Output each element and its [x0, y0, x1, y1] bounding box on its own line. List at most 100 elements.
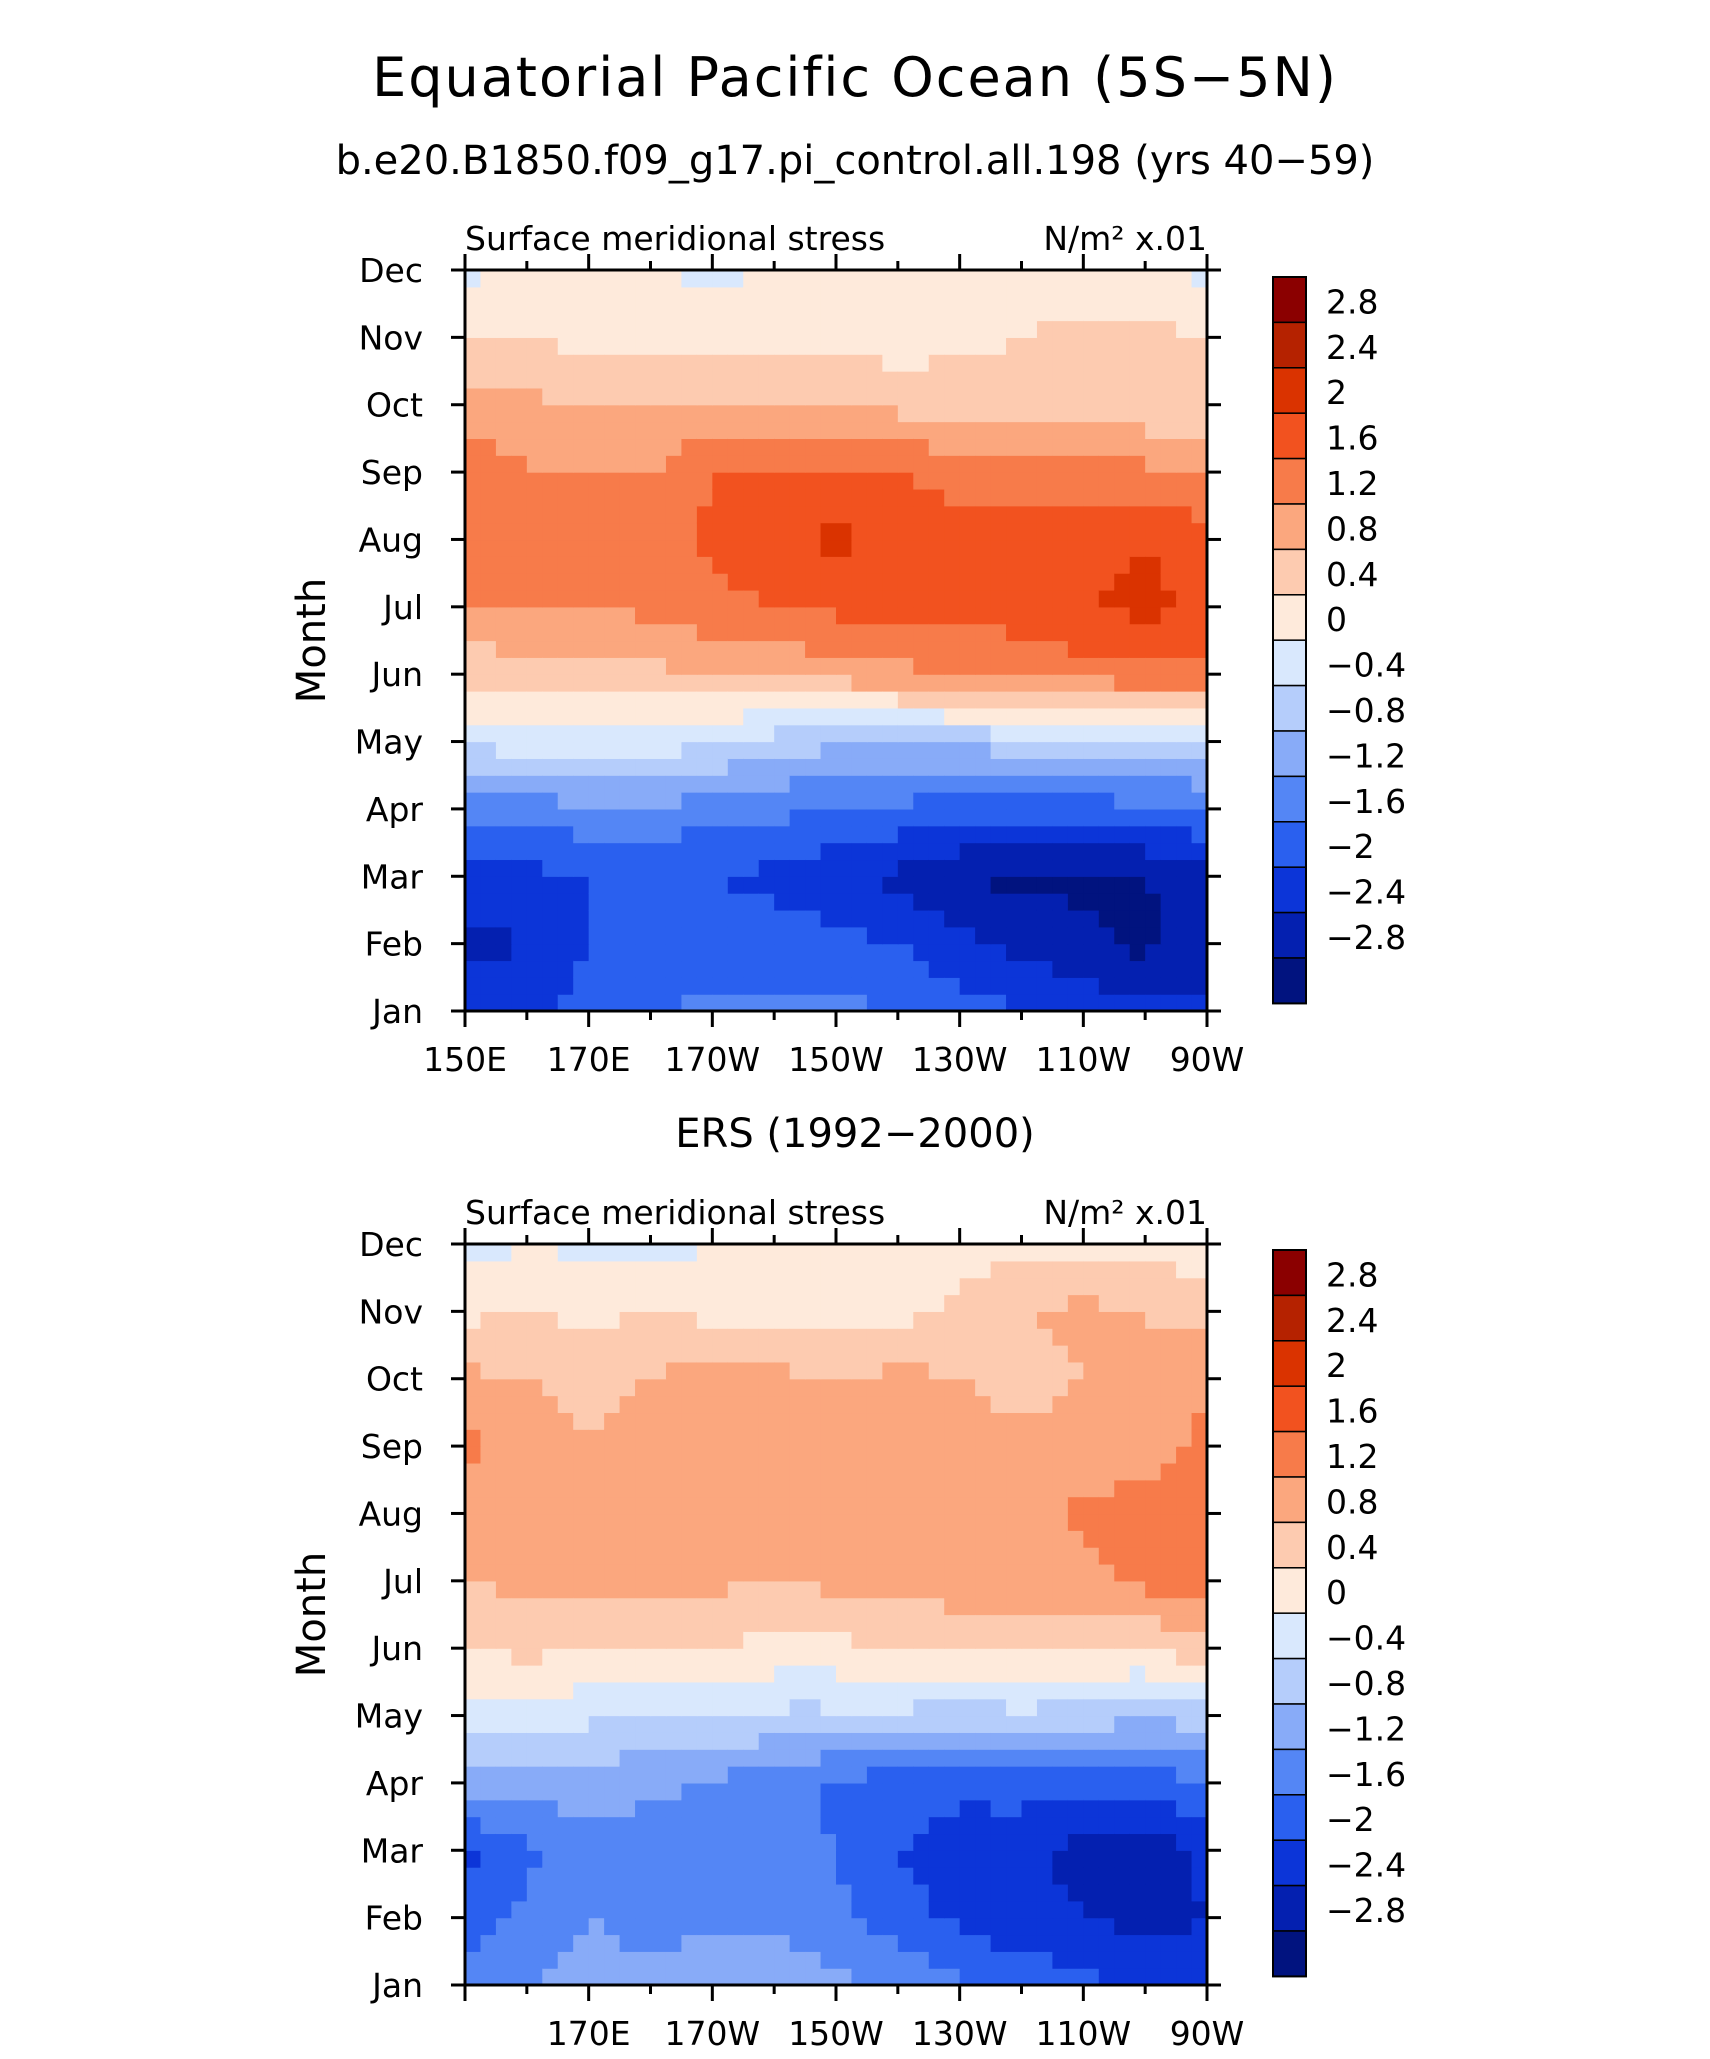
heatmap-cell	[696, 1648, 713, 1666]
heatmap-cell	[990, 876, 1007, 894]
heatmap-cell	[1052, 320, 1069, 338]
heatmap-cell	[557, 1277, 574, 1296]
heatmap-cell	[665, 488, 683, 507]
heatmap-cell	[1160, 337, 1177, 355]
heatmap-cell	[805, 859, 822, 877]
heatmap-cell	[465, 421, 482, 440]
heatmap-cell	[635, 792, 652, 810]
heatmap-cell	[712, 1968, 729, 1986]
heatmap-cell	[805, 1513, 822, 1531]
heatmap-cell	[635, 825, 652, 844]
heatmap-cell	[1052, 657, 1069, 675]
heatmap-cell	[1145, 1833, 1162, 1851]
heatmap-cell	[1160, 1968, 1177, 1986]
heatmap-cell	[758, 674, 775, 692]
heatmap-cell	[495, 1715, 512, 1733]
heatmap-cell	[1191, 1378, 1208, 1397]
heatmap-cell	[619, 1816, 636, 1835]
heatmap-cell	[944, 1799, 961, 1818]
heatmap-cell	[573, 573, 590, 591]
heatmap-cell	[897, 1530, 914, 1548]
heatmap-cell	[495, 1311, 512, 1329]
heatmap-cell	[712, 1563, 729, 1582]
heatmap-cell	[789, 1597, 806, 1616]
heatmap-cell	[1036, 1867, 1054, 1885]
heatmap-cell	[805, 1429, 822, 1447]
heatmap-cell	[1160, 270, 1177, 288]
heatmap-cell	[557, 994, 574, 1012]
heatmap-cell	[465, 522, 482, 541]
heatmap-cell	[542, 438, 559, 456]
heatmap-cell	[1129, 640, 1146, 658]
heatmap-cell	[727, 1883, 744, 1902]
heatmap-cell	[1098, 859, 1115, 877]
heatmap-cell	[866, 387, 883, 406]
heatmap-cell	[681, 303, 698, 322]
heatmap-cell	[774, 1395, 791, 1414]
heatmap-cell	[511, 589, 528, 608]
heatmap-cell	[465, 1648, 482, 1666]
heatmap-cell	[913, 1732, 930, 1750]
heatmap-cell	[1021, 876, 1038, 894]
heatmap-cell	[604, 1698, 621, 1717]
heatmap-cell	[1176, 724, 1193, 743]
heatmap-cell	[1036, 438, 1054, 456]
heatmap-cell	[495, 994, 512, 1012]
heatmap-cell	[1114, 337, 1131, 355]
heatmap-cell	[1098, 1850, 1115, 1868]
heatmap-cell	[526, 623, 543, 642]
heatmap-cell	[681, 1244, 698, 1262]
heatmap-cell	[975, 1631, 992, 1649]
heatmap-cell	[820, 556, 837, 574]
x-tick-label: 170E	[547, 2014, 631, 2053]
heatmap-cell	[1067, 741, 1084, 759]
heatmap-cell	[650, 640, 667, 658]
heatmap-cell	[1052, 1462, 1069, 1481]
heatmap-cell	[1114, 1547, 1131, 1565]
heatmap-cell	[1114, 1799, 1131, 1818]
heatmap-cell	[526, 1260, 543, 1279]
heatmap-cell	[526, 960, 543, 978]
heatmap-cell	[959, 1462, 976, 1481]
heatmap-cell	[758, 371, 775, 389]
heatmap-cell	[1114, 1715, 1131, 1733]
heatmap-cell	[1176, 505, 1193, 524]
heatmap-cell	[774, 1867, 791, 1885]
heatmap-cell	[851, 1244, 868, 1262]
heatmap-cell	[1098, 1715, 1115, 1733]
heatmap-cell	[1021, 1850, 1038, 1868]
heatmap-cell	[727, 1833, 744, 1851]
heatmap-cell	[1145, 1934, 1162, 1952]
heatmap-cell	[650, 1345, 667, 1363]
heatmap-cell	[975, 1563, 992, 1582]
heatmap-cell	[1083, 926, 1100, 945]
heatmap-cell	[1129, 472, 1146, 490]
heatmap-cell	[588, 387, 605, 406]
heatmap-cell	[1114, 1867, 1131, 1885]
heatmap-cell	[635, 943, 652, 962]
heatmap-cell	[944, 1850, 961, 1868]
heatmap-cell	[681, 1311, 698, 1329]
heatmap-cell	[836, 994, 853, 1012]
heatmap-cell	[975, 1345, 992, 1363]
heatmap-cell	[882, 1412, 899, 1430]
heatmap-cell	[696, 724, 713, 743]
heatmap-cell	[635, 371, 652, 389]
heatmap-cell	[727, 1597, 744, 1616]
heatmap-cell	[1083, 977, 1100, 995]
heatmap-cell	[851, 1328, 868, 1346]
heatmap-cell	[897, 303, 914, 322]
heatmap-cell	[1129, 1951, 1146, 1969]
heatmap-cell	[681, 1732, 698, 1750]
heatmap-cell	[1114, 1631, 1131, 1649]
heatmap-cell	[1052, 606, 1069, 625]
heatmap-cell	[789, 286, 806, 305]
heatmap-cell	[866, 1513, 883, 1531]
heatmap-cell	[959, 1833, 976, 1851]
heatmap-cell	[542, 1665, 559, 1683]
heatmap-cell	[727, 1648, 744, 1666]
heatmap-cell	[542, 556, 559, 574]
heatmap-cell	[495, 1867, 512, 1885]
heatmap-cell	[480, 1530, 497, 1548]
heatmap-cell	[805, 1766, 822, 1784]
